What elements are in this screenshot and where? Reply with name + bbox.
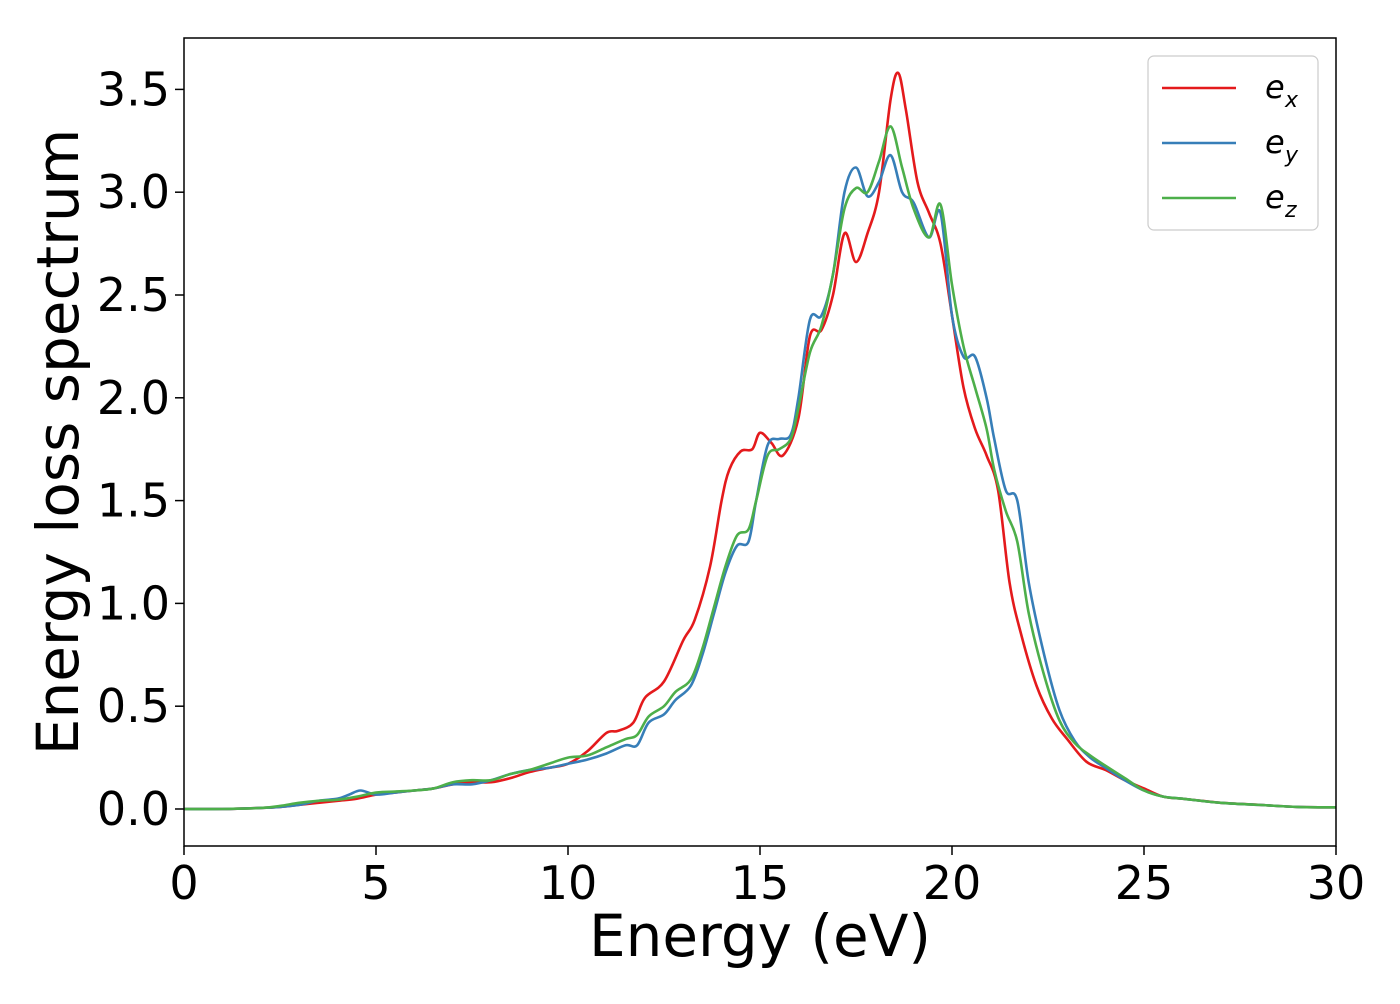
x-tick-label: 25 <box>1115 856 1174 910</box>
x-tick-label: 5 <box>361 856 390 910</box>
y-tick-label: 3.5 <box>97 62 170 116</box>
legend-label-z: e <box>1265 178 1285 216</box>
x-tick-label: 0 <box>169 856 198 910</box>
y-tick-label: 1.5 <box>97 474 170 528</box>
y-tick-label: 1.0 <box>97 576 170 630</box>
series-layer <box>183 71 1337 811</box>
y-tick-label: 0.5 <box>97 679 170 733</box>
legend-subscript-z: z <box>1284 198 1297 223</box>
ticks-layer: 0 5 10 15 20 25 30 0.0 0.5 1.0 1.5 2.0 2.5 3.0 3.5 <box>97 62 1365 910</box>
x-tick-label: 30 <box>1307 856 1366 910</box>
legend: e xe ye z <box>1147 55 1319 231</box>
legend-subscript-y: y <box>1284 143 1299 168</box>
series-line-z <box>183 125 1337 811</box>
y-tick-label: 3.0 <box>97 165 170 219</box>
y-tick-label: 2.0 <box>97 371 170 425</box>
x-tick-label: 15 <box>731 856 790 910</box>
legend-subscript-x: x <box>1284 88 1299 113</box>
x-axis-label: Energy (eV) <box>589 902 931 970</box>
x-tick-label: 10 <box>539 856 598 910</box>
y-tick-label: 2.5 <box>97 268 170 322</box>
legend-label-y: e <box>1265 123 1285 161</box>
x-tick-label: 20 <box>923 856 982 910</box>
y-axis-label: Energy loss spectrum <box>24 129 92 755</box>
y-tick-label: 0.0 <box>97 782 170 836</box>
legend-label-x: e <box>1265 68 1285 106</box>
